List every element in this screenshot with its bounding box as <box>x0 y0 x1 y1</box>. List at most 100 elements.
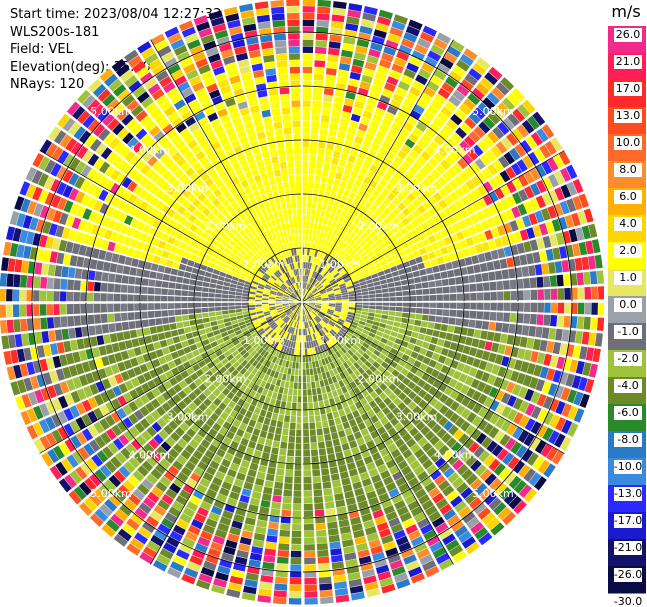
range-gate-cell <box>330 164 338 172</box>
range-gate-cell <box>107 283 115 293</box>
range-gate-cell <box>386 76 399 86</box>
range-gate-cell <box>329 369 335 377</box>
range-gate-cell <box>368 400 377 409</box>
range-gate-cell <box>238 212 247 221</box>
range-gate-cell <box>261 230 268 238</box>
range-gate-cell <box>342 344 350 352</box>
range-gate-cell <box>359 317 367 323</box>
range-gate-cell <box>319 128 328 136</box>
range-gate-cell <box>303 308 305 315</box>
range-gate-cell <box>111 424 123 437</box>
range-gate-cell <box>89 513 104 527</box>
range-gate-cell <box>96 450 109 463</box>
range-gate-cell <box>329 212 335 220</box>
range-gate-cell <box>126 247 135 257</box>
range-gate-cell <box>280 441 288 449</box>
range-gate-cell <box>436 338 445 347</box>
range-gate-cell <box>518 189 529 202</box>
range-gate-cell <box>428 343 437 352</box>
range-gate-cell <box>443 509 457 521</box>
range-gate-cell <box>290 415 296 423</box>
range-gate-cell <box>163 380 173 390</box>
range-gate-cell <box>281 314 287 320</box>
range-gate-cell <box>415 256 423 264</box>
range-gate-cell <box>196 280 203 287</box>
range-gate-cell <box>146 216 156 226</box>
range-gate-cell <box>204 433 214 443</box>
range-gate-cell <box>20 198 31 213</box>
range-gate-cell <box>351 262 358 269</box>
range-gate-cell <box>185 332 194 340</box>
range-gate-cell <box>49 251 58 263</box>
range-gate-cell <box>16 244 25 258</box>
range-gate-cell <box>242 352 250 359</box>
range-gate-cell <box>19 181 31 196</box>
range-gate-cell <box>66 291 74 302</box>
range-gate-cell <box>319 182 327 190</box>
range-gate-cell <box>386 340 394 347</box>
range-gate-cell <box>279 366 285 374</box>
range-gate-cell <box>592 348 601 363</box>
range-gate-cell <box>469 310 477 319</box>
range-gate-cell <box>304 550 316 558</box>
range-gate-cell <box>342 361 350 369</box>
range-gate-cell <box>363 575 377 585</box>
range-gate-cell <box>523 433 535 447</box>
range-gate-cell <box>297 402 302 410</box>
range-gate-cell <box>100 239 110 250</box>
range-gate-cell <box>170 134 182 145</box>
range-gate-cell <box>389 306 396 311</box>
range-gate-cell <box>339 525 351 534</box>
range-gate-cell <box>246 335 253 342</box>
range-gate-cell <box>420 275 428 282</box>
range-gate-cell <box>381 52 394 63</box>
range-gate-cell <box>401 241 410 250</box>
range-gate-cell <box>346 375 354 383</box>
range-gate-cell <box>343 189 351 197</box>
range-gate-cell <box>191 233 200 242</box>
range-gate-cell <box>165 259 174 268</box>
range-gate-cell <box>324 156 332 164</box>
range-gate-cell <box>289 303 296 305</box>
range-gate-cell <box>206 249 215 257</box>
range-gate-cell <box>93 303 101 313</box>
range-gate-cell <box>410 443 421 454</box>
range-gate-cell <box>110 231 120 242</box>
range-gate-cell <box>211 273 219 280</box>
range-gate-cell <box>156 406 166 417</box>
range-gate-cell <box>137 41 152 54</box>
range-gate-cell <box>110 411 122 423</box>
range-gate-cell <box>44 192 55 206</box>
range-gate-cell <box>441 142 453 154</box>
range-gate-cell <box>339 180 347 189</box>
range-gate-cell <box>325 273 332 280</box>
range-gate-cell <box>355 304 363 308</box>
range-gate-cell <box>311 311 316 317</box>
range-gate-cell <box>293 314 297 321</box>
range-gate-cell <box>329 34 342 43</box>
range-gate-cell <box>168 309 175 316</box>
range-gate-cell <box>347 288 355 292</box>
range-gate-cell <box>303 289 306 296</box>
range-gate-cell <box>324 501 335 509</box>
range-gate-cell <box>341 325 349 331</box>
range-gate-cell <box>476 57 491 71</box>
range-gate-cell <box>305 335 309 342</box>
range-gate-cell <box>299 322 301 329</box>
range-gate-cell <box>172 524 186 536</box>
range-gate-cell <box>321 278 327 284</box>
range-gate-cell <box>321 320 327 326</box>
range-gate-cell <box>76 338 85 350</box>
range-gate-cell <box>356 258 364 265</box>
range-gate-cell <box>345 133 355 142</box>
range-gate-cell <box>394 258 402 265</box>
range-gate-cell <box>161 310 169 317</box>
range-gate-cell <box>315 324 321 331</box>
range-gate-cell <box>229 313 237 318</box>
range-gate-cell <box>98 484 112 497</box>
range-gate-cell <box>106 151 118 164</box>
range-gate-cell <box>243 523 255 533</box>
range-gate-cell <box>155 318 163 326</box>
range-gate-cell <box>271 311 278 316</box>
range-gate-cell <box>151 89 165 101</box>
